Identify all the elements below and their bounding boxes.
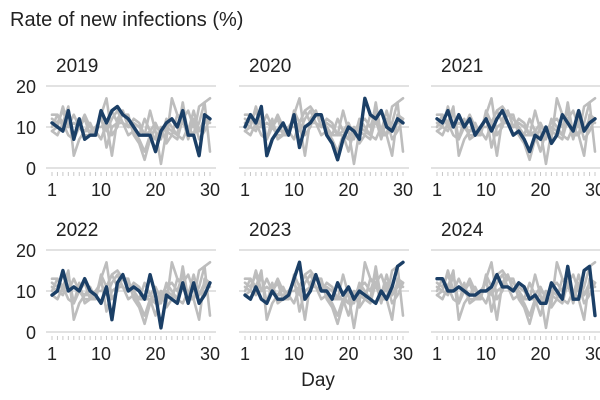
x-tick-label: 1 [432,180,442,200]
background-series-line-2023 [435,260,597,305]
chart-title: Rate of new infections (%) [10,9,243,31]
panel-2019: 2019 0 10 20 1 10 20 30 [16,56,220,200]
x-tick-label: 10 [91,180,111,200]
x-tick-label: 1 [240,344,250,364]
series-line-2022 [50,268,212,330]
y-tick-label: 10 [16,118,36,138]
panel-title: 2024 [441,220,484,241]
x-tick-label: 10 [476,344,496,364]
x-tick-label: 1 [47,180,57,200]
panel-title: 2019 [56,56,98,77]
x-tick-label: 10 [284,180,304,200]
panel-title: 2022 [56,220,98,241]
y-tick-label: 0 [26,159,36,179]
x-tick-label: 30 [393,180,413,200]
panel-2020: 2020 1 10 20 30 [239,56,413,200]
x-tick-label: 20 [146,344,166,364]
x-tick-label: 10 [284,344,304,364]
x-tick-label: 20 [531,180,551,200]
x-tick-label: 30 [200,180,220,200]
x-tick-label: 10 [476,180,496,200]
x-tick-label: 30 [585,344,600,364]
x-tick-label: 1 [240,180,250,200]
x-tick-label: 30 [393,344,413,364]
panel-2022: 2022 0 10 20 1 10 20 30 [16,220,220,364]
x-tick-label: 20 [146,180,166,200]
x-tick-label: 20 [531,344,551,364]
x-tick-label: 20 [339,180,359,200]
x-tick-label: 1 [432,344,442,364]
series-line-2024 [435,264,597,318]
background-series-line-2023 [50,97,212,141]
panel-2021: 2021 1 10 20 30 [431,56,600,200]
x-axis-label: Day [301,370,335,391]
x-tick-label: 10 [91,344,111,364]
series-line-2023 [243,260,405,305]
x-tick-label: 1 [47,344,57,364]
panel-2023: 2023 1 10 20 30 [239,220,413,364]
series-line-2021 [435,108,597,154]
y-tick-label: 20 [16,77,36,97]
y-tick-label: 0 [26,323,36,343]
y-tick-label: 10 [16,282,36,302]
panel-2024: 2024 1 10 20 30 [431,220,600,364]
panel-title: 2020 [249,56,291,77]
panel-title: 2021 [441,56,483,77]
x-tick-label: 30 [585,180,600,200]
background-series-line-2023 [435,97,597,141]
panel-title: 2023 [249,220,291,241]
y-tick-label: 20 [16,241,36,261]
series-line-2019 [50,104,212,158]
x-tick-label: 20 [339,344,359,364]
x-tick-label: 30 [200,344,220,364]
series-line-2020 [243,96,405,162]
